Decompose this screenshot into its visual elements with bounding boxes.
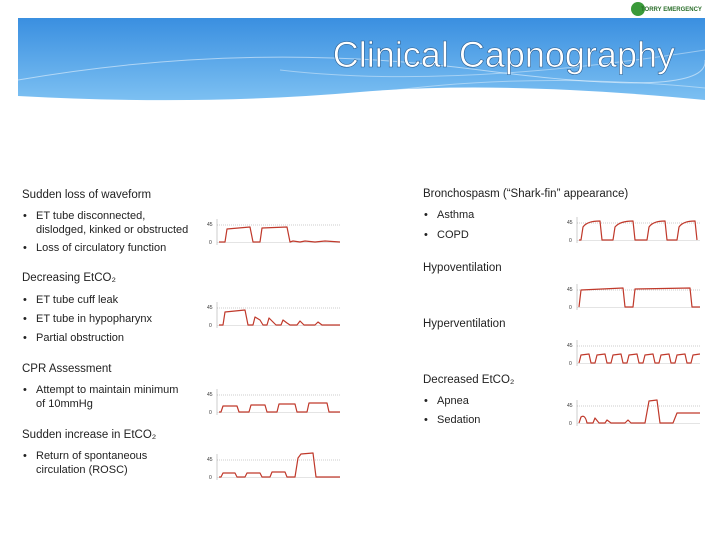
waveform — [219, 452, 340, 478]
waveform — [219, 402, 340, 413]
axis-label: 0 — [569, 361, 572, 367]
bullet-text: ET tube cuff leak — [23, 293, 118, 307]
axis-label: 45 — [567, 343, 573, 349]
capnogram: 45 0 — [567, 340, 700, 367]
waveform — [578, 353, 700, 364]
waveform — [578, 287, 700, 308]
bullet-text: Attempt to maintain minimum — [23, 383, 178, 397]
axis-label: 0 — [209, 410, 212, 416]
section-heading: Bronchospasm (“Shark-fin” appearance) — [423, 188, 629, 200]
section-heading: Hypoventilation — [423, 262, 502, 274]
capnogram: 45 0 — [207, 219, 340, 246]
section-heading: Hyperventilation — [423, 318, 506, 330]
bullet-text: circulation (ROSC) — [36, 464, 128, 476]
bullet-text: Return of spontaneous — [23, 449, 147, 463]
waveform — [578, 399, 700, 424]
capnogram: 45 0 — [207, 389, 340, 416]
waveform — [219, 309, 340, 326]
bullet-text: Sedation — [424, 413, 481, 427]
bullet-text: Partial obstruction — [23, 331, 124, 345]
axis-label: 45 — [567, 220, 573, 226]
section-heading: Decreasing EtCO₂ — [22, 272, 116, 284]
axis-label: 45 — [207, 222, 213, 228]
axis-label: 45 — [567, 287, 573, 293]
axis-label: 0 — [209, 323, 212, 329]
bullet-text: ET tube disconnected, — [23, 209, 145, 223]
capnogram: 45 0 — [207, 302, 340, 329]
waveform — [579, 220, 698, 241]
bullet-text: Asthma — [424, 208, 474, 222]
axis-label: 45 — [207, 392, 213, 398]
bullet-text: Apnea — [424, 394, 469, 408]
axis-label: 0 — [569, 238, 572, 244]
capnogram: 45 0 — [567, 217, 700, 244]
section-heading: Decreased EtCO₂ — [423, 374, 515, 386]
bullet-text: of 10mmHg — [36, 398, 93, 410]
capnogram: 45 0 — [567, 399, 700, 427]
capnogram: 45 0 — [567, 284, 700, 311]
axis-label: 45 — [207, 457, 213, 463]
bullet-text: dislodged, kinked or obstructed — [36, 224, 189, 236]
section-heading: CPR Assessment — [22, 363, 112, 375]
axis-label: 0 — [569, 305, 572, 311]
axis-label: 45 — [567, 403, 573, 409]
section-heading: Sudden loss of waveform — [22, 189, 152, 201]
waveform — [219, 226, 340, 243]
axis-label: 0 — [569, 421, 572, 427]
section-heading: Sudden increase in EtCO₂ — [22, 429, 157, 441]
slide-title: Clinical Capnography — [333, 34, 675, 75]
header-banner: TORRY EMERGENCY Clinical Capnography — [17, 2, 706, 101]
bullet-text: COPD — [424, 228, 469, 242]
axis-label: 0 — [209, 240, 212, 246]
bullet-text: ET tube in hypopharynx — [23, 312, 152, 326]
axis-label: 45 — [207, 305, 213, 311]
bullet-text: Loss of circulatory function — [23, 241, 166, 255]
axis-label: 0 — [209, 475, 212, 481]
capnogram: 45 0 — [207, 452, 340, 481]
logo-text: TORRY EMERGENCY — [641, 7, 702, 13]
